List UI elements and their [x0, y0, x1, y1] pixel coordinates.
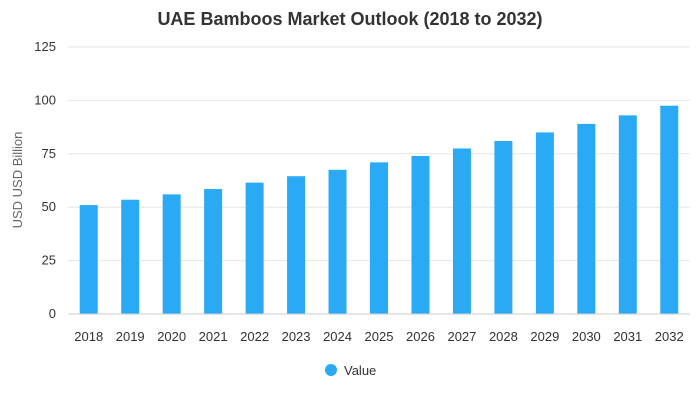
bars — [79, 105, 679, 315]
bar-2020[interactable] — [162, 194, 181, 314]
y-tick-label: 0 — [49, 306, 56, 321]
bar-2030[interactable] — [577, 123, 596, 315]
x-tick-label: 2023 — [282, 329, 311, 344]
legend-label-value: Value — [344, 363, 376, 378]
bar-2018[interactable] — [79, 205, 98, 314]
x-tick-label: 2032 — [655, 329, 684, 344]
y-tick-label: 25 — [42, 253, 56, 268]
legend[interactable]: Value — [325, 363, 376, 378]
x-tick-label: 2027 — [447, 329, 476, 344]
y-tick-label: 100 — [34, 92, 56, 107]
y-tick-label: 50 — [42, 199, 56, 214]
bar-2019[interactable] — [121, 199, 140, 314]
bar-2022[interactable] — [245, 182, 264, 314]
x-tick-label: 2025 — [365, 329, 394, 344]
bar-2028[interactable] — [494, 140, 513, 314]
x-tick-label: 2022 — [240, 329, 269, 344]
x-tick-label: 2029 — [530, 329, 559, 344]
x-tick-label: 2018 — [74, 329, 103, 344]
y-axis-ticks: 0 25 50 75 100 125 — [34, 39, 56, 321]
bar-2026[interactable] — [411, 155, 430, 314]
x-tick-label: 2028 — [489, 329, 518, 344]
bar-2021[interactable] — [204, 189, 223, 314]
y-tick-label: 75 — [42, 146, 56, 161]
y-tick-label: 125 — [34, 39, 56, 54]
x-tick-label: 2026 — [406, 329, 435, 344]
bar-2024[interactable] — [328, 169, 347, 314]
bar-2023[interactable] — [287, 176, 306, 314]
x-axis-ticks: 2018 2019 2020 2021 2022 2023 2024 2025 2026 2027… — [74, 329, 683, 344]
bar-2032[interactable] — [660, 105, 679, 315]
y-axis-title: USD USD Billion — [10, 132, 25, 229]
bar-2029[interactable] — [535, 132, 554, 314]
bar-2025[interactable] — [370, 162, 388, 314]
x-tick-label: 2019 — [116, 329, 145, 344]
legend-marker-value — [325, 364, 337, 376]
x-tick-label: 2031 — [613, 329, 642, 344]
x-tick-label: 2020 — [157, 329, 186, 344]
x-tick-label: 2030 — [572, 329, 601, 344]
chart-title: UAE Bamboos Market Outlook (2018 to 2032… — [157, 9, 542, 29]
x-tick-label: 2021 — [199, 329, 228, 344]
bar-2027[interactable] — [452, 148, 471, 314]
bar-2031[interactable] — [618, 115, 637, 315]
x-tick-label: 2024 — [323, 329, 352, 344]
